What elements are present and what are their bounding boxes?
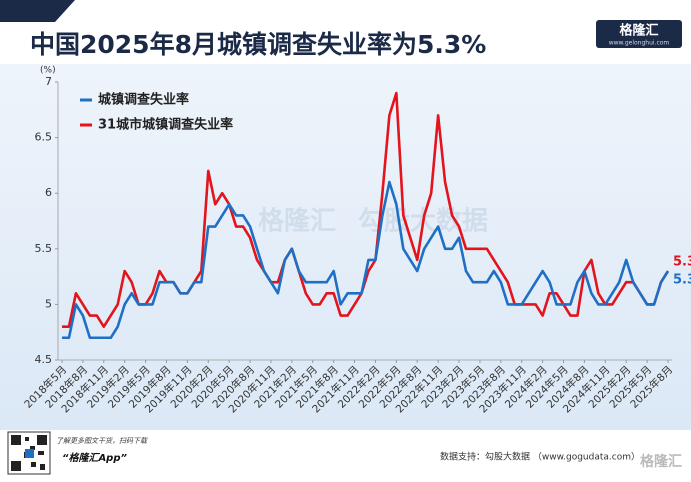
y-tick-label: 5 — [45, 297, 52, 310]
footer-app: “格隆汇App” — [62, 452, 127, 464]
chart-title: 中国2025年8月城镇调查失业率为5.3% — [30, 30, 486, 59]
watermark: 格隆汇 — [258, 206, 336, 237]
legend-label: 城镇调查失业率 — [98, 92, 189, 108]
plot-background — [0, 64, 691, 430]
corner-decoration — [0, 0, 75, 22]
y-tick-label: 6 — [45, 186, 52, 199]
legend-label: 31城市城镇调查失业率 — [98, 117, 233, 133]
data-label: 5.3% — [673, 273, 691, 288]
y-tick-label: 4.5 — [35, 353, 53, 366]
footer-promo: 了解更多图文干货，扫码下载 — [56, 437, 148, 445]
footer-brand: 格隆汇 — [640, 453, 682, 470]
brand-url: www.gelonghui.com — [609, 40, 670, 47]
footer-source: 数据支持：勾股大数据 （www.gogudata.com） — [440, 451, 640, 463]
qr-logo — [25, 449, 34, 458]
y-tick-label: 6.5 — [35, 131, 53, 144]
y-unit: (%) — [40, 66, 56, 76]
y-tick-label: 5.5 — [35, 242, 53, 255]
brand-name: 格隆汇 — [619, 23, 658, 39]
brand-logo — [596, 20, 682, 48]
series-line — [62, 180, 670, 340]
data-label: 5.3% — [673, 255, 691, 270]
y-tick-label: 7 — [45, 75, 52, 88]
